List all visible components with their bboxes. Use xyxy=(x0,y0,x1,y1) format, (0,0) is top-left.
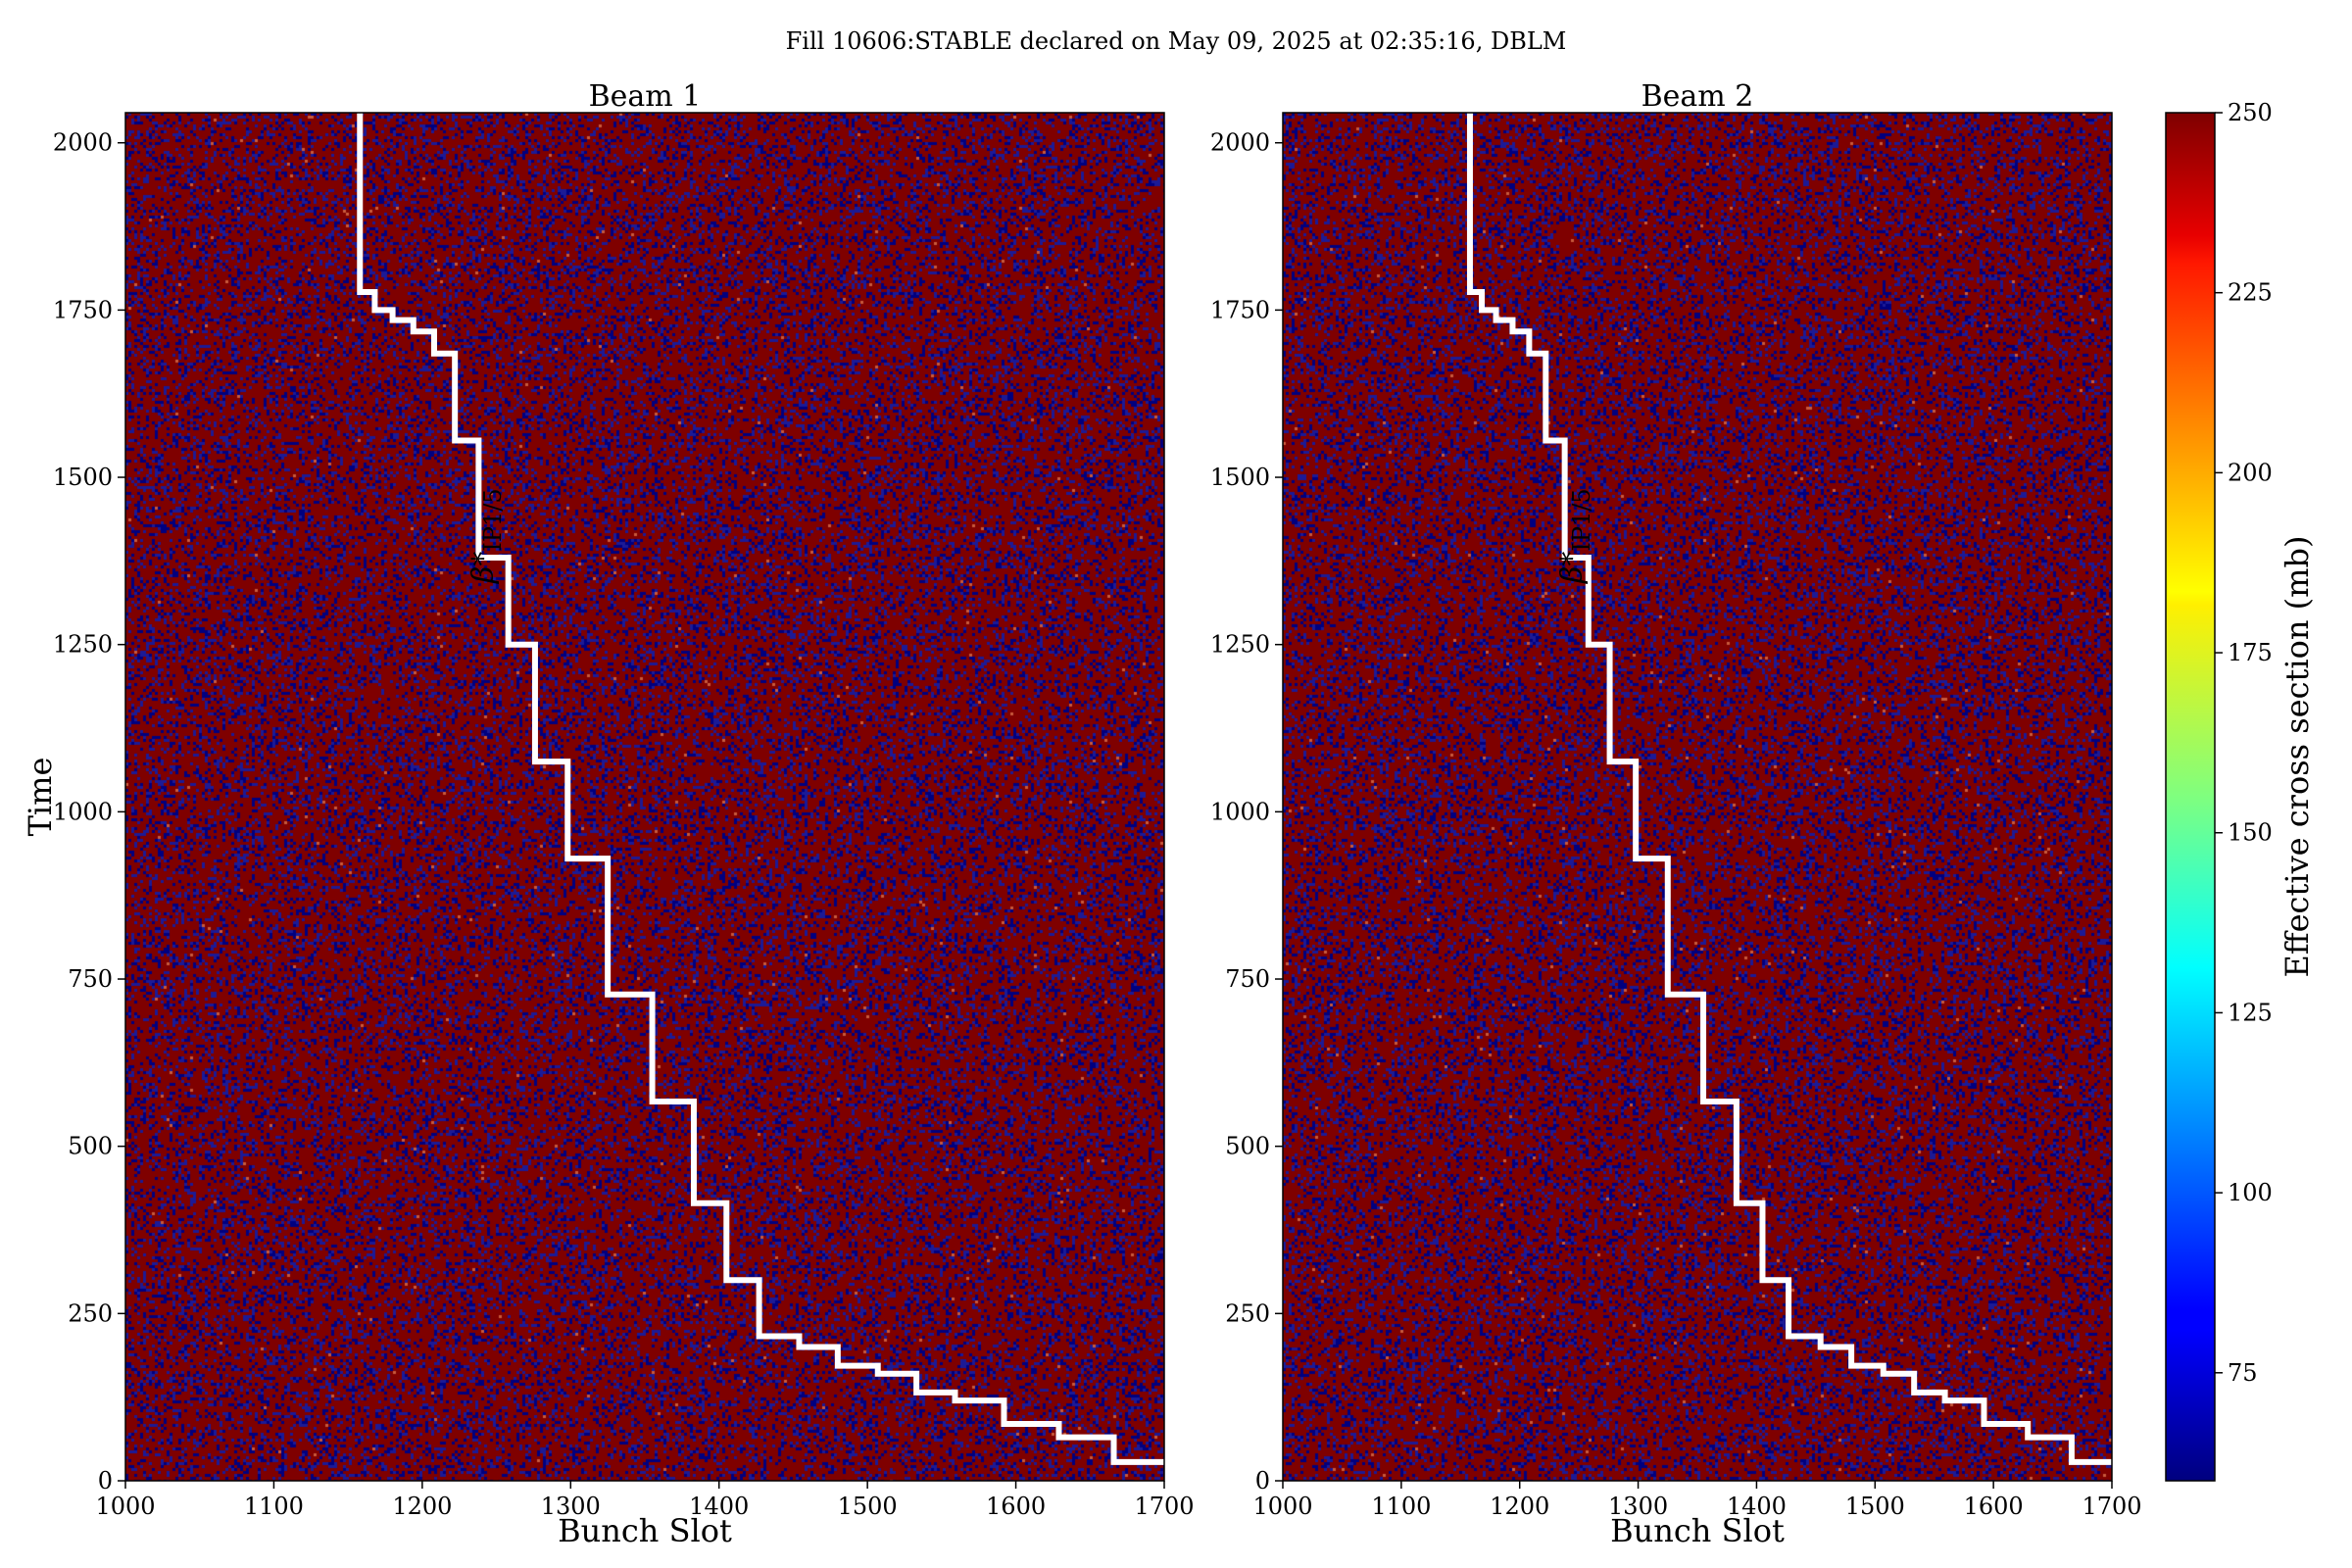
y-tick-label: 0 xyxy=(1255,1467,1270,1494)
x-tick-label: 1200 xyxy=(392,1493,452,1520)
y-tick-label: 1500 xyxy=(1210,464,1270,491)
beam-2-beta-star-label: β*IP1/5 xyxy=(1555,488,1595,584)
y-tick-label: 1000 xyxy=(1210,798,1270,825)
beam-2-heatmap xyxy=(1283,113,2112,1481)
y-tick-label: 1750 xyxy=(53,296,113,323)
colorbar: 75 100 125 150 175 200 225 250 Effective cross … xyxy=(2165,99,2316,1482)
colorbar-tick-label: 225 xyxy=(2228,279,2273,307)
beam-1-beta-star-label: β*IP1/5 xyxy=(466,488,507,584)
beam-2-x-ticks: 1000 1100 1200 1300 1400 1500 1600 1700 xyxy=(1252,1481,2142,1520)
y-tick-label: 2000 xyxy=(1210,129,1270,157)
x-tick-label: 1000 xyxy=(95,1493,155,1520)
x-tick-label: 1400 xyxy=(689,1493,749,1520)
x-tick-label: 1100 xyxy=(1371,1493,1431,1520)
beam-2-axes-frame xyxy=(1282,112,2113,1482)
y-tick-label: 1500 xyxy=(53,464,113,491)
y-tick-label: 500 xyxy=(1225,1133,1270,1160)
beam-1-x-ticks: 1000 1100 1200 1300 1400 1500 1600 1700 xyxy=(95,1481,1195,1520)
colorbar-tick-label: 150 xyxy=(2228,819,2273,847)
beam-1-title: Beam 1 xyxy=(589,79,702,114)
x-tick-label: 1500 xyxy=(1845,1493,1905,1520)
colorbar-gradient xyxy=(2165,112,2216,1482)
y-tick-label: 500 xyxy=(68,1133,113,1160)
colorbar-tick-label: 125 xyxy=(2228,999,2273,1026)
beam-1-axes-frame xyxy=(124,112,1165,1482)
y-tick-label: 0 xyxy=(98,1467,113,1494)
beam-1-y-ticks: 0 250 500 750 1000 1250 1500 1750 2000 xyxy=(53,129,125,1494)
colorbar-tick-label: 175 xyxy=(2228,639,2273,666)
x-tick-label: 1100 xyxy=(244,1493,304,1520)
x-tick-label: 1000 xyxy=(1252,1493,1312,1520)
beam-1-xlabel: Bunch Slot xyxy=(558,1512,732,1549)
x-tick-label: 1700 xyxy=(1134,1493,1194,1520)
colorbar-tick-label: 75 xyxy=(2228,1359,2258,1387)
y-tick-label: 1000 xyxy=(53,798,113,825)
x-tick-label: 1300 xyxy=(1608,1493,1668,1520)
y-tick-label: 1750 xyxy=(1210,296,1270,323)
beam-2-xlabel: Bunch Slot xyxy=(1610,1512,1785,1549)
beam-1-beta-star-line xyxy=(357,113,1164,1465)
x-tick-label: 1400 xyxy=(1727,1493,1787,1520)
colorbar-ticks: 75 100 125 150 175 200 225 250 xyxy=(2215,99,2273,1387)
colorbar-label: Effective cross section (mb) xyxy=(2278,536,2316,978)
beam-2-beta-star-line xyxy=(1466,113,2112,1465)
x-tick-label: 1500 xyxy=(838,1493,898,1520)
y-tick-label: 1250 xyxy=(53,631,113,659)
x-tick-label: 1600 xyxy=(986,1493,1046,1520)
beam-2-panel: Beam 2 β*IP1/5 1000 1100 1200 1300 1400 1500 1… xyxy=(1210,79,2142,1549)
beam-1-panel: Beam 1 β*IP1/5 1000 1100 1200 1300 1400 1500 1… xyxy=(22,79,1195,1549)
beam-1-ylabel: Time xyxy=(22,758,59,837)
colorbar-tick-label: 100 xyxy=(2228,1179,2273,1206)
y-tick-label: 2000 xyxy=(53,129,113,157)
x-tick-label: 1700 xyxy=(2082,1493,2141,1520)
beam-1-heatmap xyxy=(125,113,1164,1481)
y-tick-label: 250 xyxy=(1225,1299,1270,1327)
beam-2-title: Beam 2 xyxy=(1642,79,1754,114)
x-tick-label: 1300 xyxy=(541,1493,601,1520)
x-tick-label: 1600 xyxy=(1964,1493,2024,1520)
y-tick-label: 750 xyxy=(68,965,113,993)
y-tick-label: 250 xyxy=(68,1299,113,1327)
x-tick-label: 1200 xyxy=(1490,1493,1549,1520)
y-tick-label: 1250 xyxy=(1210,631,1270,659)
y-tick-label: 750 xyxy=(1225,965,1270,993)
figure-suptitle: Fill 10606:STABLE declared on May 09, 20… xyxy=(786,27,1567,55)
colorbar-tick-label: 250 xyxy=(2228,99,2273,126)
beam-2-y-ticks: 0 250 500 750 1000 1250 1500 1750 2000 xyxy=(1210,129,1283,1494)
colorbar-tick-label: 200 xyxy=(2228,459,2273,486)
